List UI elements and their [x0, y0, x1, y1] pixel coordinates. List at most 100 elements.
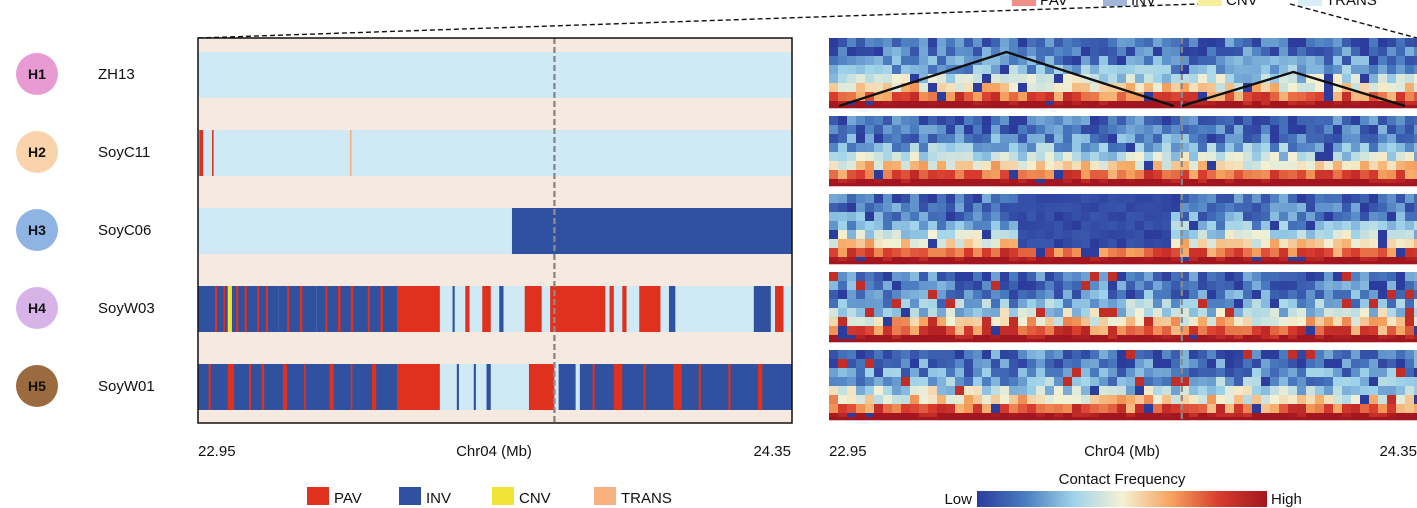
hic-cell [1126, 368, 1136, 378]
hic-cell [973, 317, 983, 327]
hic-cell [1387, 404, 1397, 414]
hic-cell [1306, 161, 1316, 171]
hic-cell [1297, 65, 1307, 75]
hic-cell [1153, 368, 1163, 378]
hic-cell [1180, 203, 1190, 213]
hic-cell [1063, 92, 1073, 102]
hic-cell [1234, 134, 1244, 144]
hic-cell [883, 281, 893, 291]
hic-cell [1234, 161, 1244, 171]
hic-cell [1279, 248, 1289, 258]
hic-cell [1000, 161, 1010, 171]
hic-cell [1216, 143, 1226, 153]
hic-cell [1243, 203, 1253, 213]
hic-cell [829, 395, 839, 405]
hic-cell [892, 125, 902, 135]
sv-segment-pav [397, 364, 440, 410]
hic-cell [1279, 290, 1289, 300]
hic-cell [1045, 308, 1055, 318]
hic-cell [1162, 92, 1172, 102]
hic-cell [1270, 143, 1280, 153]
hic-cell [1270, 281, 1280, 291]
hic-cell [1324, 299, 1334, 309]
hic-cell [829, 290, 839, 300]
hic-cell [1405, 161, 1415, 171]
hic-cell [1036, 239, 1046, 249]
hic-cell [856, 38, 866, 48]
hic-cell [892, 116, 902, 126]
hic-cell [1288, 317, 1298, 327]
hic-cell [955, 230, 965, 240]
hic-cell [964, 74, 974, 84]
hic-cell [1387, 212, 1397, 222]
hic-cell [1234, 74, 1244, 84]
hic-cell [865, 152, 875, 162]
hic-cell [1297, 326, 1307, 336]
hic-cell [1351, 308, 1361, 318]
hic-cell [1252, 326, 1262, 336]
hic-cell [973, 290, 983, 300]
hic-cell [1360, 299, 1370, 309]
hic-cell [1108, 212, 1118, 222]
hic-cell [1288, 326, 1298, 336]
hic-cell [1018, 404, 1028, 414]
hic-cell [901, 47, 911, 57]
hic-cell [1099, 56, 1109, 66]
hic-cell [1027, 101, 1037, 109]
hic-cell [1180, 359, 1190, 369]
hic-cell [1090, 47, 1100, 57]
hic-cell [1243, 272, 1253, 282]
hic-cell [865, 326, 875, 336]
hic-cell [1252, 395, 1262, 405]
hic-cell [1225, 299, 1235, 309]
hic-cell [1162, 179, 1172, 187]
hic-cell [1135, 47, 1145, 57]
hic-cell [1144, 101, 1154, 109]
hic-cell [1090, 56, 1100, 66]
hic-cell [1054, 248, 1064, 258]
hic-cell [856, 290, 866, 300]
hic-cell [1198, 326, 1208, 336]
hic-cell [1054, 308, 1064, 318]
hic-cell [1324, 386, 1334, 396]
hic-cell [1108, 290, 1118, 300]
hic-cell [1252, 221, 1262, 231]
tad-domain-outline [1181, 70, 1406, 108]
hic-cell [1018, 413, 1028, 421]
hic-cell [919, 404, 929, 414]
hic-cell [1144, 203, 1154, 213]
hic-cell [1018, 281, 1028, 291]
hic-cell [1117, 56, 1127, 66]
hic-cell [964, 125, 974, 135]
hic-cell [1072, 308, 1082, 318]
hic-cell [1108, 194, 1118, 204]
hic-cell [1306, 47, 1316, 57]
hic-cell [1189, 317, 1199, 327]
hic-cell [1369, 335, 1379, 343]
sv-segment-pav [299, 286, 303, 332]
hic-cell [964, 230, 974, 240]
sv-segment-inv [558, 364, 576, 410]
hic-cell [1396, 386, 1406, 396]
hic-cell [1225, 248, 1235, 258]
hic-cell [982, 221, 992, 231]
hic-cell [1126, 101, 1136, 109]
hic-cell [1324, 83, 1334, 93]
hic-cell [829, 125, 839, 135]
hic-cell [1387, 272, 1397, 282]
hic-cell [1072, 290, 1082, 300]
hic-cell [865, 335, 875, 343]
hic-cell [973, 281, 983, 291]
hic-cell [847, 335, 857, 343]
hic-cell [1306, 203, 1316, 213]
hic-cell [1234, 101, 1244, 109]
hic-cell [973, 194, 983, 204]
hic-cell [1126, 152, 1136, 162]
hic-cell [1018, 239, 1028, 249]
hic-cell [1036, 221, 1046, 231]
hic-cell [1036, 317, 1046, 327]
hic-cell [937, 194, 947, 204]
hic-cell [1333, 179, 1343, 187]
hic-cell [1036, 161, 1046, 171]
hic-cell [1369, 134, 1379, 144]
